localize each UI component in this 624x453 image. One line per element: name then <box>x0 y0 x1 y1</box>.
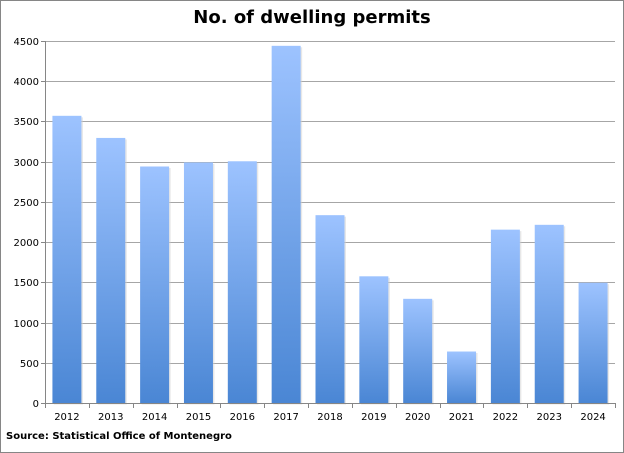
x-tick-label: 2021 <box>449 412 474 423</box>
x-tick-label: 2020 <box>405 412 430 423</box>
x-tick-label: 2014 <box>142 412 167 423</box>
y-tick-label: 1000 <box>14 319 39 330</box>
y-tick-label: 500 <box>20 359 39 370</box>
bar-2017 <box>271 45 301 404</box>
y-tick-label: 2500 <box>14 198 39 209</box>
x-tick-label: 2013 <box>98 412 123 423</box>
y-tick-label: 4500 <box>14 37 39 48</box>
bar-2013 <box>96 137 126 404</box>
bar-2021 <box>447 351 477 403</box>
bar-2016 <box>227 161 257 403</box>
y-tick-label: 1500 <box>14 278 39 289</box>
x-tick-label: 2019 <box>361 412 386 423</box>
y-tick-label: 0 <box>33 399 39 410</box>
bar-2014 <box>140 166 170 403</box>
bar-2024 <box>578 282 608 403</box>
bar-2015 <box>183 162 213 403</box>
bar-2020 <box>403 298 433 403</box>
x-tick-label: 2015 <box>186 412 211 423</box>
bar-2012 <box>52 115 82 404</box>
bar-2023 <box>534 224 564 403</box>
y-tick-label: 4000 <box>14 77 39 88</box>
bar-2022 <box>490 229 520 403</box>
x-tick-label: 2012 <box>54 412 79 423</box>
x-tick-label: 2016 <box>230 412 255 423</box>
y-tick-label: 2000 <box>14 238 39 249</box>
x-tick-label: 2018 <box>317 412 342 423</box>
bar-2018 <box>315 215 345 403</box>
x-tick-label: 2017 <box>273 412 298 423</box>
chart-title: No. of dwelling permits <box>193 7 431 28</box>
x-tick-label: 2023 <box>537 412 562 423</box>
source-note: Source: Statistical Office of Montenegro <box>6 431 232 442</box>
x-tick-label: 2022 <box>493 412 518 423</box>
y-tick-label: 3500 <box>14 117 39 128</box>
bar-2019 <box>359 276 389 403</box>
y-tick-label: 3000 <box>14 158 39 169</box>
x-tick-label: 2024 <box>580 412 605 423</box>
